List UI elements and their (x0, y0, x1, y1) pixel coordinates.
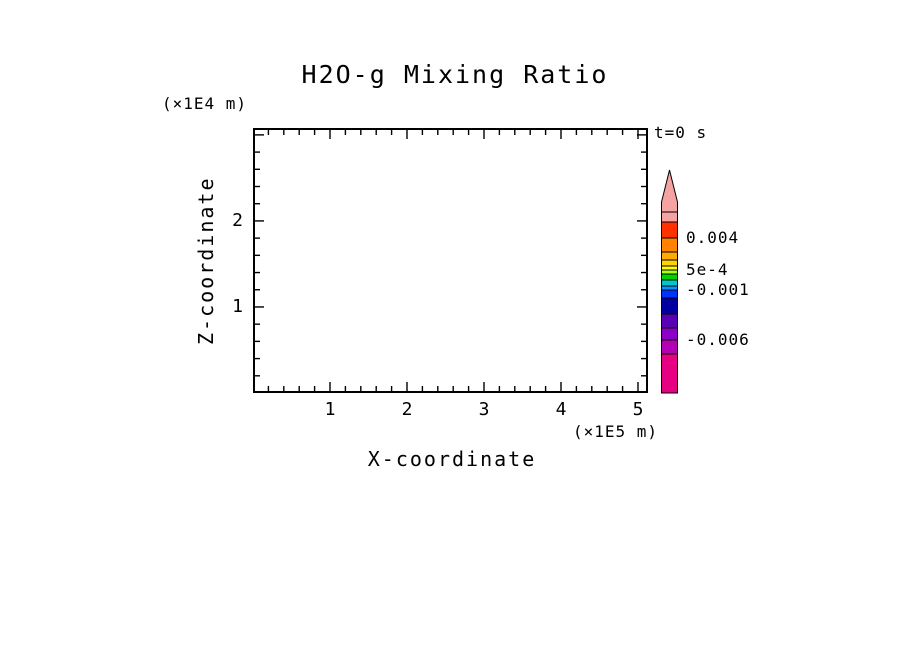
colorbar-segment (661, 269, 678, 275)
colorbar-segment (661, 237, 678, 253)
plot-title: H2O-g Mixing Ratio (301, 60, 609, 89)
plot-frame (253, 128, 648, 393)
y-axis-units: (×1E4 m) (162, 94, 248, 113)
x-tick-label: 5 (632, 399, 644, 420)
x-tick-label: 4 (555, 399, 567, 420)
y-tick-label: 2 (232, 209, 243, 231)
x-tick-label: 2 (401, 399, 413, 420)
colorbar-label: -0.001 (686, 280, 750, 299)
x-tick-label: 3 (478, 399, 490, 420)
colorbar-segment (661, 273, 678, 281)
colorbar-segment (661, 279, 678, 287)
time-annotation: t=0 s (654, 123, 708, 142)
colorbar-segment (661, 297, 678, 315)
colorbar-segment (661, 285, 678, 291)
colorbar-segment (661, 313, 678, 329)
colorbar-arrow (661, 169, 678, 213)
x-axis-units: (×1E5 m) (572, 422, 658, 441)
colorbar-segment (661, 339, 678, 355)
y-axis-title: Z-coordinate (194, 176, 218, 345)
colorbar-segment (661, 259, 678, 267)
colorbar-segment (661, 289, 678, 299)
colorbar-segment (661, 327, 678, 341)
colorbar (661, 169, 678, 394)
colorbar-segment (661, 265, 678, 271)
colorbar-segment (661, 251, 678, 261)
colorbar-segment (661, 211, 678, 223)
colorbar-segment (661, 353, 678, 394)
colorbar-label: -0.006 (686, 330, 750, 349)
x-tick-label: 1 (324, 399, 336, 420)
colorbar-label: 5e-4 (686, 260, 729, 279)
colorbar-label: 0.004 (686, 228, 740, 247)
colorbar-segment (661, 221, 678, 239)
x-axis-title: X-coordinate (367, 447, 537, 471)
y-tick-label: 1 (232, 295, 243, 317)
